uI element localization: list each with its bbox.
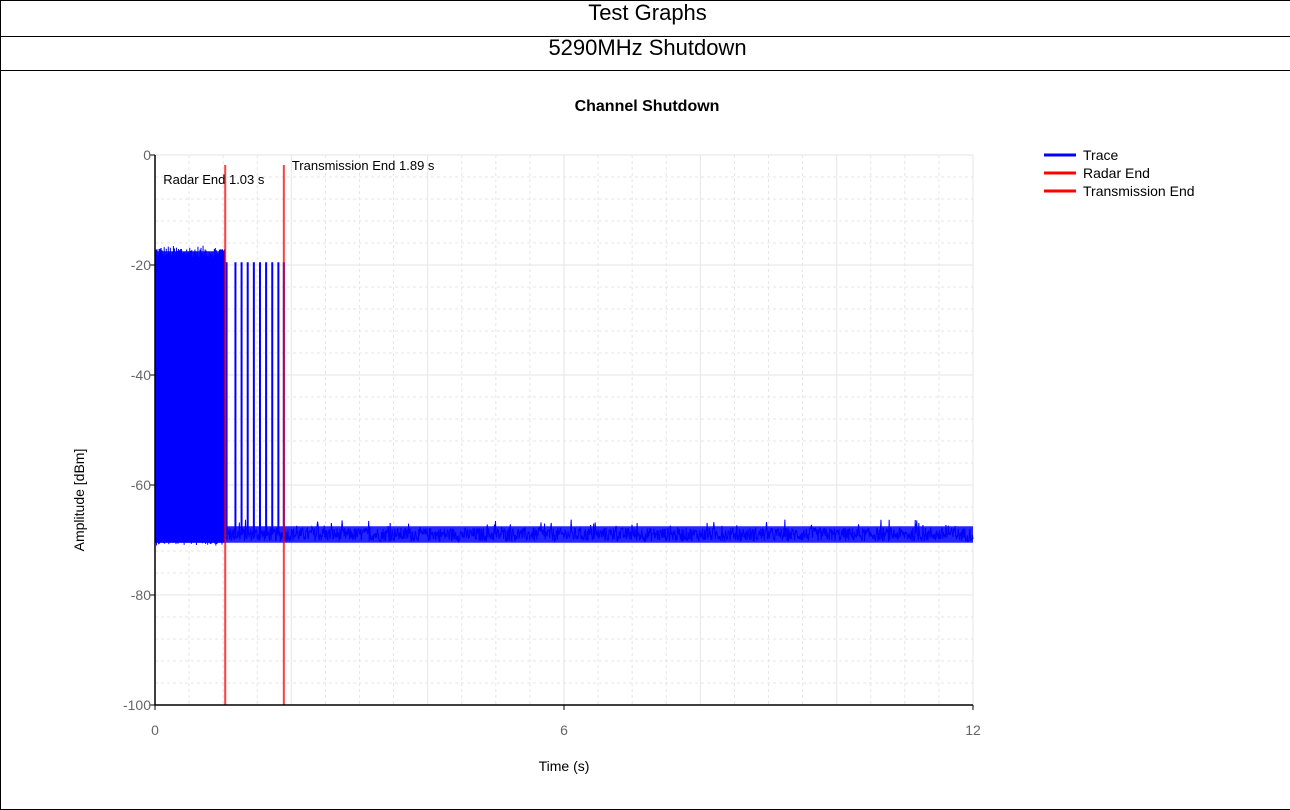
- trace-active-band: [155, 251, 225, 543]
- chart-frame: Channel Shutdown Radar End 1.03 s Transmi…: [0, 70, 1290, 810]
- x-tick-label: 0: [151, 722, 159, 738]
- y-tick-label: -60: [131, 477, 151, 493]
- legend-label: Transmission End: [1083, 183, 1195, 199]
- legend: Trace Radar End Transmission End: [1044, 147, 1195, 199]
- legend-label: Radar End: [1083, 165, 1150, 181]
- report-header-subtitle: 5290MHz Shutdown: [0, 36, 1290, 70]
- y-tick-label: -40: [131, 367, 151, 383]
- legend-label: Trace: [1083, 147, 1118, 163]
- x-tick-label: 12: [965, 722, 981, 738]
- y-tick-label: -80: [131, 587, 151, 603]
- marker-annotation: Transmission End 1.89 s: [292, 158, 435, 173]
- y-tick-label: -20: [131, 257, 151, 273]
- marker-annotation: Radar End 1.03 s: [163, 172, 265, 187]
- y-tick-label: 0: [143, 147, 151, 163]
- x-axis-label: Time (s): [539, 758, 590, 774]
- chart-canvas: Channel Shutdown Radar End 1.03 s Transmi…: [1, 71, 1290, 801]
- x-tick-label: 6: [560, 722, 568, 738]
- report-header-title: Test Graphs: [0, 0, 1290, 36]
- y-axis-label: Amplitude [dBm]: [71, 449, 87, 552]
- y-tick-label: -100: [123, 697, 151, 713]
- chart-title: Channel Shutdown: [575, 98, 720, 115]
